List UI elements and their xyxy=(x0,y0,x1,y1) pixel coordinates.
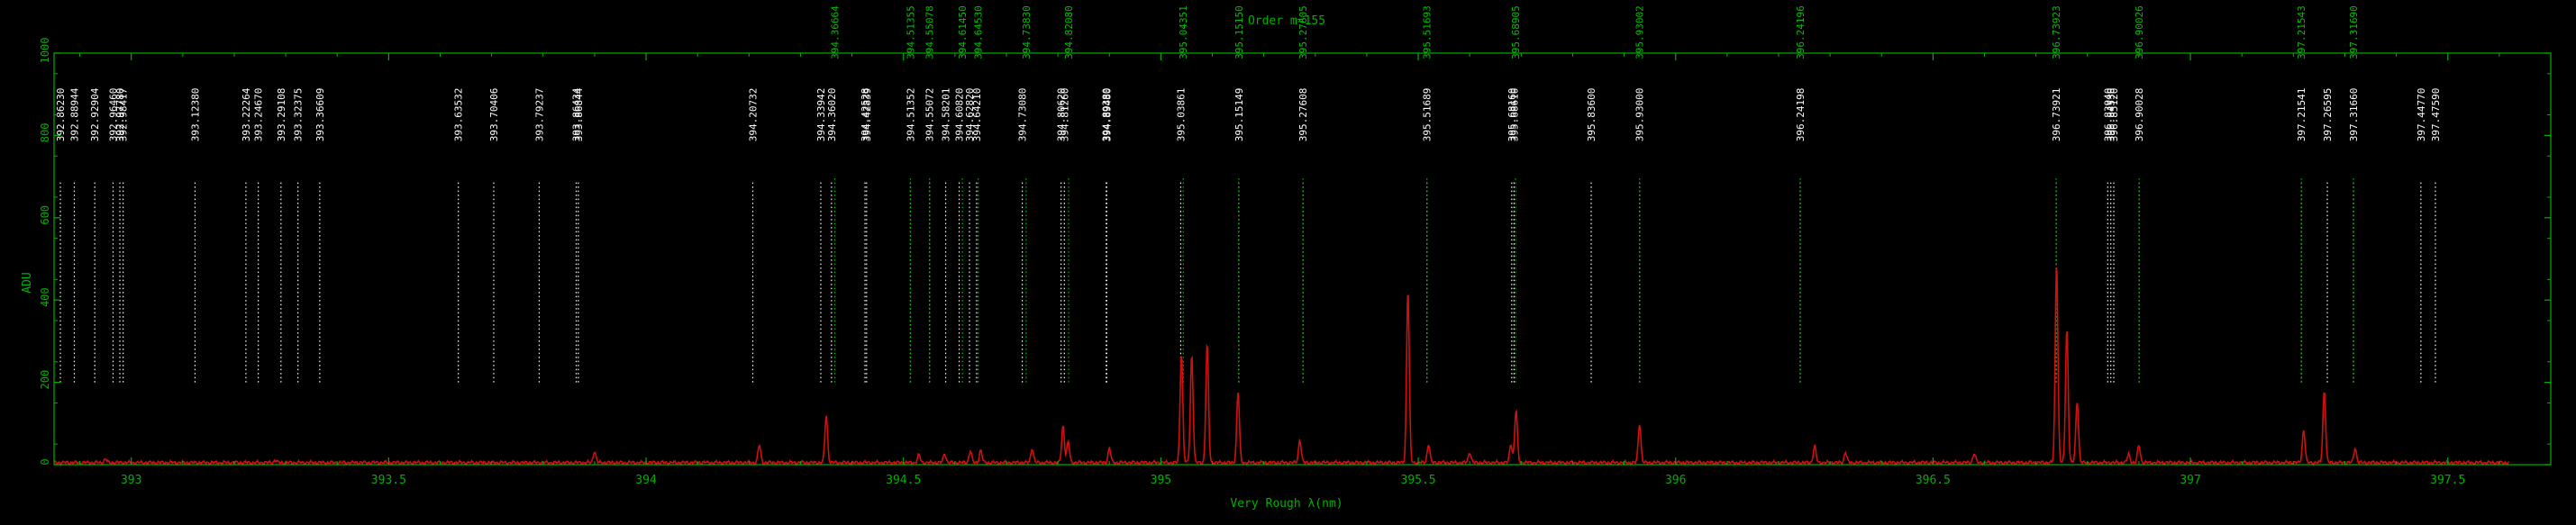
x-tick-label: 397.5 xyxy=(2430,474,2465,487)
line-label: 394.62820 xyxy=(964,88,976,142)
line-label: 394.55078 xyxy=(924,5,936,59)
x-tick-label: 395 xyxy=(1151,474,1171,487)
line-label: 394.82080 xyxy=(1063,5,1075,59)
line-label: 394.89480 xyxy=(1101,88,1113,142)
line-label: 392.86230 xyxy=(55,88,67,142)
spectrum-series xyxy=(53,267,2510,466)
line-label: 393.86844 xyxy=(573,87,585,141)
line-label: 392.92904 xyxy=(89,87,101,141)
line-label: 393.24670 xyxy=(253,88,265,142)
line-label: 393.29108 xyxy=(276,88,287,142)
x-tick-label: 396 xyxy=(1665,474,1686,487)
line-label: 396.83940 xyxy=(2102,88,2114,142)
chart-title: Order m=155 xyxy=(1248,14,1325,28)
line-label: 395.68610 xyxy=(1508,88,1520,142)
line-label: 394.33942 xyxy=(815,88,827,142)
y-tick-label: 400 xyxy=(39,287,51,307)
line-label: 397.47590 xyxy=(2430,88,2442,142)
line-label: 395.27608 xyxy=(1297,88,1309,142)
x-tick-label: 393 xyxy=(121,474,141,487)
line-label: 394.58201 xyxy=(941,88,952,142)
line-label: 394.36020 xyxy=(826,88,838,142)
plot-frame xyxy=(53,52,2552,466)
x-tick-label: 393.5 xyxy=(371,474,406,487)
x-tick-label: 395.5 xyxy=(1400,474,1435,487)
line-label: 394.81260 xyxy=(1059,88,1070,142)
line-label: 394.73830 xyxy=(1021,5,1033,59)
y-axis-ticks: 0 200 400 600 800 1000 xyxy=(39,38,2551,466)
y-tick-label: 800 xyxy=(39,123,51,143)
y-tick-label: 600 xyxy=(39,205,51,225)
line-label: 393.12380 xyxy=(189,88,201,142)
line-label: 392.88944 xyxy=(69,87,81,141)
line-label: 397.31690 xyxy=(2348,5,2360,59)
line-label: 393.22264 xyxy=(241,87,252,141)
line-label: 392.96460 xyxy=(107,88,119,142)
line-label: 396.24198 xyxy=(1795,88,1807,142)
line-label: 392.97780 xyxy=(114,88,126,142)
line-label: 394.60820 xyxy=(954,88,966,142)
line-label: 396.73921 xyxy=(2051,88,2062,142)
line-label: 392.98417 xyxy=(118,88,130,142)
line-label: 393.36609 xyxy=(314,88,326,142)
line-label: 396.90028 xyxy=(2134,88,2145,142)
line-label: 394.42528 xyxy=(860,88,871,142)
line-label: 395.04351 xyxy=(1178,5,1189,59)
line-label: 395.51693 xyxy=(1422,5,1434,59)
line-label: 395.83600 xyxy=(1586,88,1597,142)
line-label: 394.20732 xyxy=(747,88,759,142)
line-label: 394.51352 xyxy=(905,88,916,142)
line-label: 395.68160 xyxy=(1506,88,1518,142)
line-label: 394.64210 xyxy=(971,88,983,142)
x-axis-label: Very Rough λ(nm) xyxy=(1230,497,1343,511)
line-label: 394.64530 xyxy=(973,5,985,59)
line-label: 395.93000 xyxy=(1634,88,1646,142)
line-label: 396.84530 xyxy=(2106,88,2117,142)
y-tick-label: 0 xyxy=(39,458,51,465)
x-tick-label: 396.5 xyxy=(1916,474,1951,487)
line-markers xyxy=(59,177,2436,383)
line-label: 394.89380 xyxy=(1101,88,1113,142)
line-label: 395.27605 xyxy=(1297,5,1309,59)
line-label: 394.36664 xyxy=(830,5,842,59)
x-axis-ticks: 393 393.5 394 394.5 395 395.5 396 396.5 397 397.5 xyxy=(79,53,2500,487)
x-tick-label: 397 xyxy=(2180,474,2200,487)
line-label: 394.51355 xyxy=(905,5,916,59)
line-label: 397.21541 xyxy=(2296,88,2307,142)
x-tick-label: 394 xyxy=(635,474,657,487)
line-label: 396.24196 xyxy=(1795,5,1807,59)
line-label: 397.21543 xyxy=(2296,5,2307,59)
line-label: 394.73080 xyxy=(1017,88,1029,142)
y-axis-label: ADU xyxy=(21,272,34,293)
line-label: 396.85120 xyxy=(2108,88,2120,142)
x-tick-label: 394.5 xyxy=(886,474,921,487)
line-label: 395.03861 xyxy=(1175,88,1187,142)
line-label: 395.15149 xyxy=(1233,88,1245,142)
line-label: 395.15150 xyxy=(1233,5,1245,59)
line-label: 393.70406 xyxy=(488,88,500,142)
line-label: 395.51689 xyxy=(1422,88,1434,142)
y-tick-label: 1000 xyxy=(39,38,51,64)
line-label: 397.26595 xyxy=(2322,88,2334,142)
line-label: 395.93002 xyxy=(1634,5,1646,59)
line-label: 397.44770 xyxy=(2416,88,2427,142)
line-label: 395.68905 xyxy=(1510,5,1522,59)
line-label: 393.86434 xyxy=(571,87,583,141)
line-label: 394.61450 xyxy=(957,5,969,59)
line-label: 394.55072 xyxy=(924,88,936,142)
line-label: 396.90026 xyxy=(2134,5,2145,59)
line-label: 394.80620 xyxy=(1056,88,1068,142)
line-label: 393.32375 xyxy=(293,88,305,142)
line-label: 393.79237 xyxy=(533,88,545,142)
line-label: 396.73923 xyxy=(2051,5,2062,59)
line-label: 397.31660 xyxy=(2348,88,2360,142)
y-tick-label: 200 xyxy=(39,370,51,390)
line-label: 393.63532 xyxy=(453,88,465,142)
line-labels: 392.86230 392.88944 392.92904 392.96460392.… xyxy=(55,5,2442,141)
line-label: 394.42839 xyxy=(861,88,873,142)
